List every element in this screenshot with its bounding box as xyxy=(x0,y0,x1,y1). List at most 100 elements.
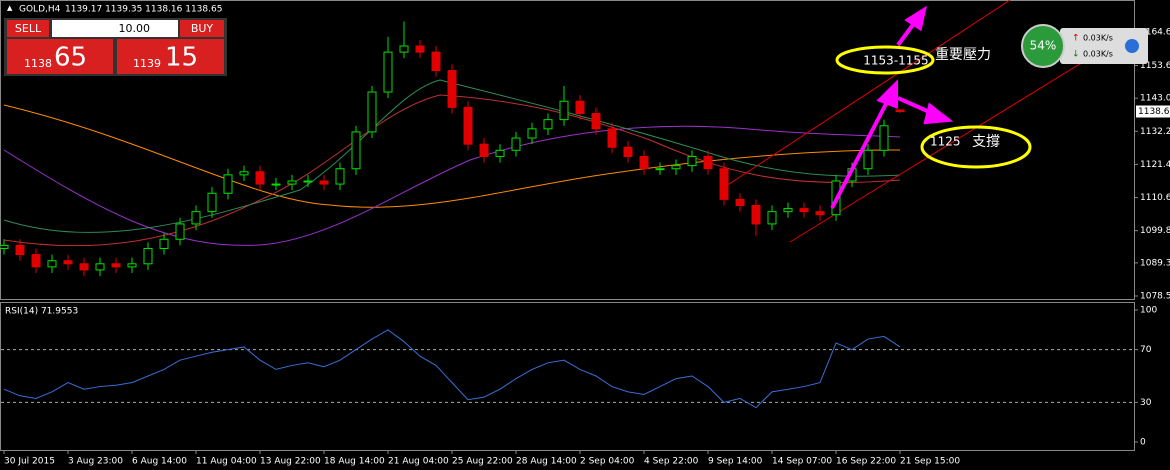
candle-body xyxy=(591,112,601,130)
last-price: 1138.65 xyxy=(1138,107,1170,117)
candle-body xyxy=(319,180,329,185)
y-tick-label: 1164.60 xyxy=(1140,27,1170,37)
candle-body xyxy=(463,106,473,145)
lot-value: 10.00 xyxy=(119,22,151,35)
candle-body xyxy=(239,171,249,176)
arrow-up2 xyxy=(896,20,917,47)
candle-body xyxy=(255,171,265,185)
rsi-line xyxy=(3,329,901,409)
rsi-frame xyxy=(0,302,1135,451)
y-tick-label: 70 xyxy=(1140,345,1152,355)
speed-widget: 54% ↑ 0.03K/s ↓ 0.03K/s xyxy=(1021,24,1148,68)
menu-arrow[interactable]: ▲ xyxy=(7,4,13,12)
candle-body xyxy=(783,208,793,213)
support-ellipse xyxy=(920,125,1032,169)
candle-body xyxy=(623,146,633,157)
candle-body xyxy=(447,70,457,108)
resistance-label: 重要壓力 xyxy=(935,47,991,63)
last-price-box xyxy=(1136,105,1170,118)
down-speed: 0.03K/s xyxy=(1083,50,1113,59)
x-tick-label: 30 Jul 2015 xyxy=(4,457,55,467)
resistance-range: 1153-1155 xyxy=(863,54,928,68)
candle-body xyxy=(287,180,297,185)
candle-body xyxy=(159,238,169,249)
candle-body xyxy=(527,128,537,139)
bid-big: 1138 xyxy=(24,57,52,70)
bid-small: 65 xyxy=(54,43,87,73)
candle-body xyxy=(303,180,313,183)
candle-body xyxy=(383,51,393,93)
trade-panel: SELL 10.00 BUY 1138 65 1139 15 xyxy=(4,18,227,76)
candle-body xyxy=(95,263,105,271)
candle-body xyxy=(111,263,121,268)
x-tick-label: 2 Sep 04:00 xyxy=(580,457,635,467)
arrow-head xyxy=(876,79,898,109)
candle-body xyxy=(639,155,649,170)
y-tick-label: 1143.00 xyxy=(1140,94,1170,104)
candle-body xyxy=(271,183,281,186)
x-tick-label: 18 Aug 14:00 xyxy=(324,457,385,467)
support-label: 支撐 xyxy=(972,134,1000,150)
ma-fast xyxy=(3,94,901,247)
x-tick-label: 21 Aug 04:00 xyxy=(388,457,449,467)
candle-body xyxy=(127,263,137,268)
candle-body xyxy=(15,244,25,256)
candle-body xyxy=(495,149,505,157)
candle-body xyxy=(703,155,713,170)
candle-body xyxy=(79,263,89,271)
lot-field[interactable] xyxy=(52,20,178,37)
x-tick-label: 3 Aug 23:00 xyxy=(68,457,123,467)
y-tick-label: 1099.80 xyxy=(1140,226,1170,236)
candle-body xyxy=(223,174,233,194)
candle-body xyxy=(335,168,345,185)
support-level: 1125 xyxy=(930,135,961,149)
channel-upper xyxy=(719,0,1011,191)
ohlc: 1139.17 1139.35 1138.16 1138.65 xyxy=(65,5,222,15)
x-tick-label: 9 Sep 14:00 xyxy=(708,457,763,467)
down-arrow: ↓ xyxy=(1072,50,1080,60)
arrow-head xyxy=(904,5,927,32)
y-tick-label: 0 xyxy=(1140,438,1146,448)
candle-body xyxy=(655,168,665,171)
candle-body xyxy=(431,51,441,72)
y-tick-label: 1153.65 xyxy=(1140,61,1170,71)
ask-big: 1139 xyxy=(133,57,161,70)
up-speed: 0.03K/s xyxy=(1083,34,1113,43)
ask-box[interactable] xyxy=(117,39,224,74)
widget-circle xyxy=(1021,24,1065,68)
candle-body xyxy=(687,155,697,167)
candle-body xyxy=(879,125,889,151)
candle-body xyxy=(0,244,9,249)
x-tick-label: 28 Aug 14:00 xyxy=(516,457,577,467)
x-tick-label: 11 Aug 04:00 xyxy=(196,457,257,467)
buy-text: BUY xyxy=(191,22,214,35)
candle-body xyxy=(367,91,377,133)
arrow-up xyxy=(830,99,890,209)
x-tick-label: 16 Sep 22:00 xyxy=(836,457,896,467)
up-arrow: ↑ xyxy=(1072,34,1080,44)
buy-button[interactable] xyxy=(180,20,224,37)
y-tick-label: 1110.60 xyxy=(1140,193,1170,203)
candle-body xyxy=(895,109,905,113)
bid-box[interactable] xyxy=(7,39,113,74)
widget-bg xyxy=(1060,28,1148,64)
arrow-head xyxy=(923,102,954,125)
widget-plus[interactable] xyxy=(1125,39,1139,53)
resistance-ellipse xyxy=(835,45,935,75)
x-tick-label: 14 Sep 07:00 xyxy=(772,457,832,467)
candle-body xyxy=(815,211,825,216)
y-tick-label: 1078.50 xyxy=(1140,292,1170,302)
x-tick-label: 21 Sep 15:00 xyxy=(900,457,960,467)
ma-fastest xyxy=(3,79,901,233)
candle-body xyxy=(735,198,745,207)
sell-button[interactable] xyxy=(7,20,49,37)
candle-body xyxy=(559,100,569,121)
x-tick-label: 6 Aug 14:00 xyxy=(132,457,187,467)
candle-body xyxy=(575,100,585,114)
candle-body xyxy=(191,211,201,225)
candle-body xyxy=(479,143,489,157)
candle-body xyxy=(719,168,729,200)
rsi-title: RSI(14) 71.9553 xyxy=(5,307,78,317)
